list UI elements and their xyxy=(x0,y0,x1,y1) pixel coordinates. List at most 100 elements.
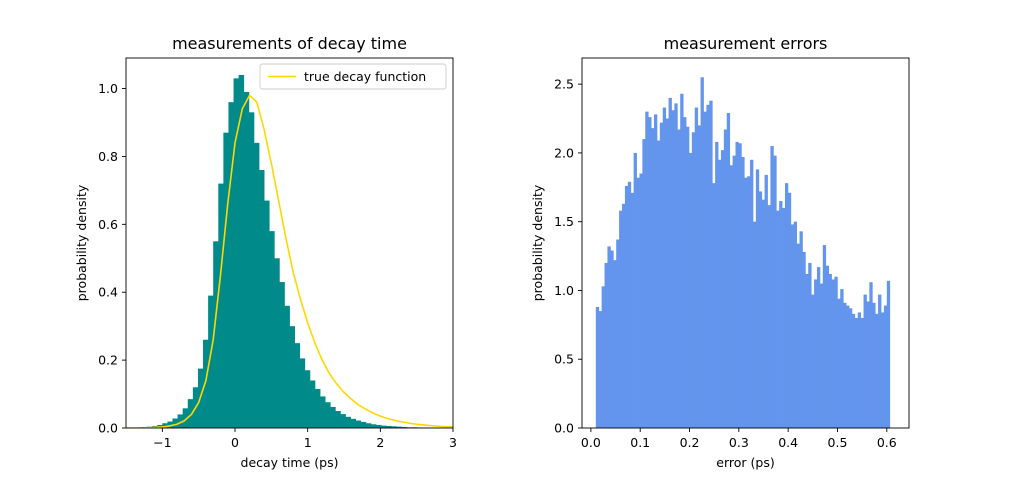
histogram-bar xyxy=(706,104,710,428)
histogram-bar xyxy=(355,420,362,428)
histogram-bar xyxy=(802,251,806,428)
histogram-bar xyxy=(172,418,178,428)
histogram-bar xyxy=(674,103,678,428)
histogram-bar xyxy=(738,143,742,428)
histogram-bar xyxy=(654,114,658,428)
y-tick-label: 2.5 xyxy=(554,77,574,92)
histogram-bar xyxy=(691,132,696,428)
histogram-bar xyxy=(758,191,763,428)
x-tick-label: 1 xyxy=(304,435,312,450)
chart-title: measurement errors xyxy=(664,34,828,53)
x-axis-label: error (ps) xyxy=(716,455,774,470)
histogram-bar xyxy=(720,150,725,428)
histogram-bar xyxy=(340,414,346,428)
histogram-bar xyxy=(208,295,214,428)
histogram-bar xyxy=(203,339,209,428)
histogram-bar xyxy=(694,107,699,428)
histogram-bar xyxy=(840,289,844,428)
histogram-bar xyxy=(304,370,311,428)
histogram-bar xyxy=(279,282,285,428)
histogram-bar xyxy=(761,199,765,428)
histogram-bar xyxy=(750,159,754,428)
histogram-bar xyxy=(284,305,290,428)
histogram-bar xyxy=(665,118,669,428)
histogram-bar xyxy=(325,402,331,428)
histogram-bar xyxy=(857,312,862,428)
histogram-bar xyxy=(703,111,707,428)
histogram-bar xyxy=(790,224,795,428)
histogram-bar xyxy=(627,181,632,428)
histogram-bar xyxy=(872,302,876,428)
histogram-bar xyxy=(732,155,736,428)
y-tick-label: 0.0 xyxy=(98,421,118,436)
histogram-bar xyxy=(633,152,637,428)
histogram-bar xyxy=(233,78,240,428)
y-axis-label: probability density xyxy=(530,184,545,301)
histogram-bar xyxy=(622,203,626,428)
histogram-bar xyxy=(320,396,326,428)
histogram-bar xyxy=(712,183,716,428)
x-tick-label: 0.5 xyxy=(828,435,848,450)
x-tick-label: 3 xyxy=(449,435,457,450)
histogram-bar xyxy=(595,306,600,428)
histogram-bar xyxy=(243,91,250,428)
histogram-bar xyxy=(648,117,652,428)
y-tick-label: 1.0 xyxy=(554,283,574,298)
histogram-bar xyxy=(773,155,777,428)
histogram-bar xyxy=(335,411,341,428)
histogram-bar xyxy=(819,283,824,428)
histogram-bar xyxy=(604,262,608,428)
histogram-bar xyxy=(651,128,655,428)
histogram-bar xyxy=(248,112,255,428)
histogram-bar xyxy=(814,279,818,428)
histogram-bar xyxy=(697,125,701,428)
histogram-bar xyxy=(764,174,768,428)
measurement-errors-histogram-axes: 0.0 0.1 0.2 0.3 0.4 0.5 0.6 0.0 0.5 1.0 1.5 2.0 2.5 m… xyxy=(530,34,910,470)
histogram-bar xyxy=(878,294,882,428)
histogram-bar xyxy=(854,317,859,428)
histogram-bar xyxy=(177,414,184,428)
histogram-bar xyxy=(741,157,745,428)
histogram-bar xyxy=(381,425,387,428)
x-axis-label: decay time (ps) xyxy=(241,455,339,470)
histogram-bar xyxy=(616,239,620,428)
histogram-bar xyxy=(822,245,827,428)
histogram-bar xyxy=(828,273,832,428)
histogram-bar xyxy=(671,110,675,428)
histogram-bar xyxy=(360,421,367,428)
histogram-bar xyxy=(747,176,751,428)
legend-label: true decay function xyxy=(304,69,426,84)
histogram-bar xyxy=(770,146,774,428)
histogram-bar xyxy=(187,399,194,428)
histogram-bar xyxy=(837,298,841,428)
histogram-bar xyxy=(784,183,789,428)
histogram-bar xyxy=(723,129,728,428)
histogram-bar xyxy=(223,132,229,428)
histogram-bar xyxy=(391,426,397,428)
histogram-bar xyxy=(752,221,757,428)
histogram-bar xyxy=(860,317,864,428)
decay-time-histogram-axes: −1 0 1 2 3 0.0 0.2 0.4 0.6 0.8 1.0 measurements of … xyxy=(74,34,457,470)
legend-box xyxy=(259,63,447,90)
histogram-bar xyxy=(744,177,748,428)
y-tick-label: 0.0 xyxy=(554,421,574,436)
histogram-bar xyxy=(799,231,803,428)
histogram-bar xyxy=(264,200,270,428)
histogram-bar xyxy=(715,141,719,428)
histogram-bar xyxy=(630,192,635,428)
x-tick-label: 0 xyxy=(231,435,239,450)
histogram-bar xyxy=(779,201,783,428)
histogram-bar xyxy=(846,305,850,428)
histogram-bar xyxy=(167,421,173,428)
histogram-bar xyxy=(370,424,377,428)
true-decay-function-line xyxy=(126,94,453,428)
histogram-bar xyxy=(294,343,301,428)
histogram-bar xyxy=(613,260,617,428)
histogram-bar xyxy=(776,210,780,428)
histogram-bar xyxy=(182,408,189,428)
y-tick-label: 2.0 xyxy=(554,145,574,160)
histogram-bar xyxy=(700,77,704,428)
histogram-bar xyxy=(680,93,684,428)
histogram-bar xyxy=(213,241,219,428)
x-tick-label: 0.0 xyxy=(581,435,601,450)
